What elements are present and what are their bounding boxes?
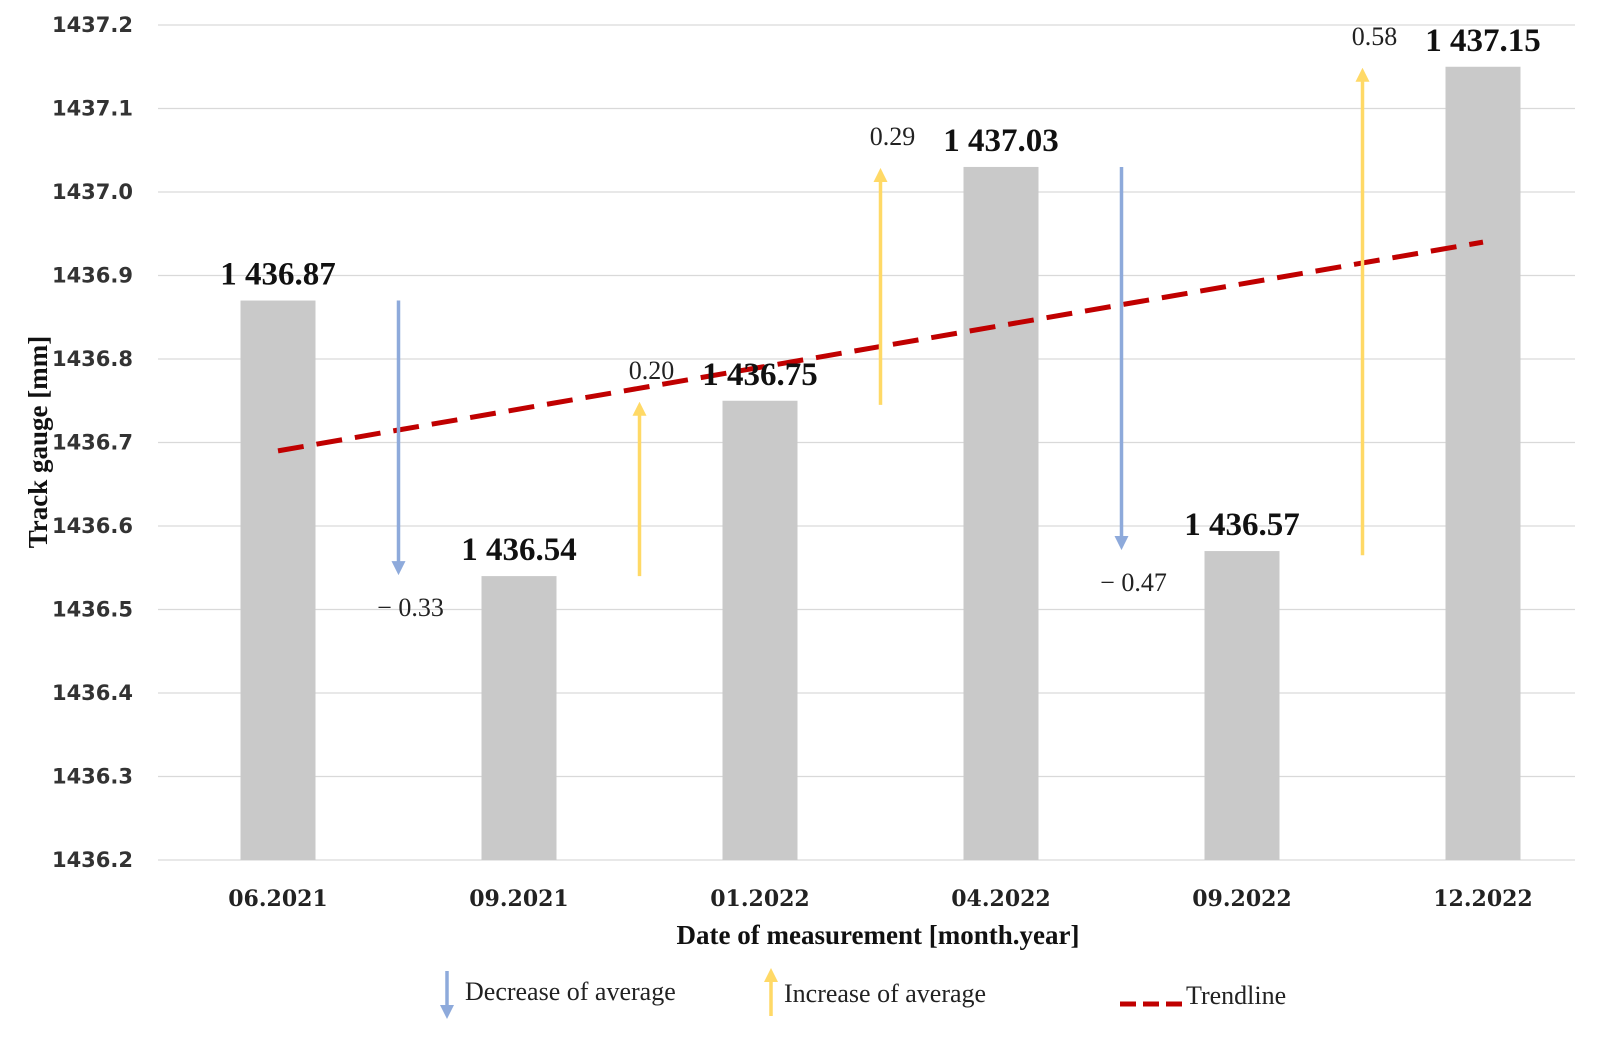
bar xyxy=(240,300,316,860)
bar xyxy=(1445,66,1521,860)
y-tick-label: 1437.1 xyxy=(52,97,133,121)
change-label: 0.29 xyxy=(870,122,916,151)
x-tick-label: 01.2022 xyxy=(710,886,810,912)
y-tick-label: 1436.9 xyxy=(52,264,133,288)
bar-value-label: 1 436.87 xyxy=(220,257,336,293)
x-tick-label: 09.2022 xyxy=(1192,886,1292,912)
y-tick-label: 1436.2 xyxy=(52,848,133,872)
trendline-layer xyxy=(277,239,1484,454)
y-axis-title: Track gauge [mm] xyxy=(23,336,53,548)
y-tick-label: 1436.6 xyxy=(52,514,133,538)
change-label: − 0.33 xyxy=(377,593,444,622)
x-tick-label: 12.2022 xyxy=(1433,886,1533,912)
bar xyxy=(722,400,798,860)
change-arrows: − 0.33 0.20 0.29 − 0.47 0.58 xyxy=(377,22,1397,622)
gridlines xyxy=(158,24,1575,861)
change-label: 0.20 xyxy=(629,356,675,385)
bar-value-label: 1 437.03 xyxy=(943,123,1059,159)
bar xyxy=(963,166,1039,860)
bar-value-label: 1 436.75 xyxy=(702,357,818,393)
trendline xyxy=(277,239,1484,454)
bar xyxy=(1204,551,1280,860)
y-tick-label: 1437.2 xyxy=(52,13,133,37)
legend-trendline-label: Trendline xyxy=(1186,981,1286,1010)
y-tick-label: 1436.4 xyxy=(52,681,133,705)
y-tick-label: 1436.8 xyxy=(52,347,133,371)
x-axis-title: Date of measurement [month.year] xyxy=(677,920,1080,950)
x-tick-label: 09.2021 xyxy=(469,886,569,912)
x-tick-label: 06.2021 xyxy=(228,886,328,912)
y-tick-label: 1436.5 xyxy=(52,598,133,622)
bar-value-label: 1 436.54 xyxy=(461,532,577,568)
value-labels: 1 436.87 1 436.54 1 436.75 1 437.03 1 436.57… xyxy=(220,23,1541,568)
bars xyxy=(240,66,1521,860)
x-axis-ticks: 06.2021 09.2021 01.2022 04.2022 09.2022 12.20… xyxy=(228,886,1533,912)
x-tick-label: 04.2022 xyxy=(951,886,1051,912)
change-label: − 0.47 xyxy=(1100,568,1167,597)
bar-value-label: 1 436.57 xyxy=(1184,507,1300,543)
y-tick-label: 1436.3 xyxy=(52,765,133,789)
legend-increase-label: Increase of average xyxy=(784,979,986,1008)
bar-value-label: 1 437.15 xyxy=(1425,23,1541,59)
y-tick-label: 1436.7 xyxy=(52,431,133,455)
legend-decrease-label: Decrease of average xyxy=(465,977,676,1006)
legend: Decrease of average Increase of average … xyxy=(440,968,1286,1019)
bar xyxy=(481,576,557,860)
y-axis-ticks: 1437.2 1437.1 1437.0 1436.9 1436.8 1436.7 1436… xyxy=(52,13,133,872)
y-tick-label: 1437.0 xyxy=(52,180,133,204)
change-label: 0.58 xyxy=(1352,22,1398,51)
